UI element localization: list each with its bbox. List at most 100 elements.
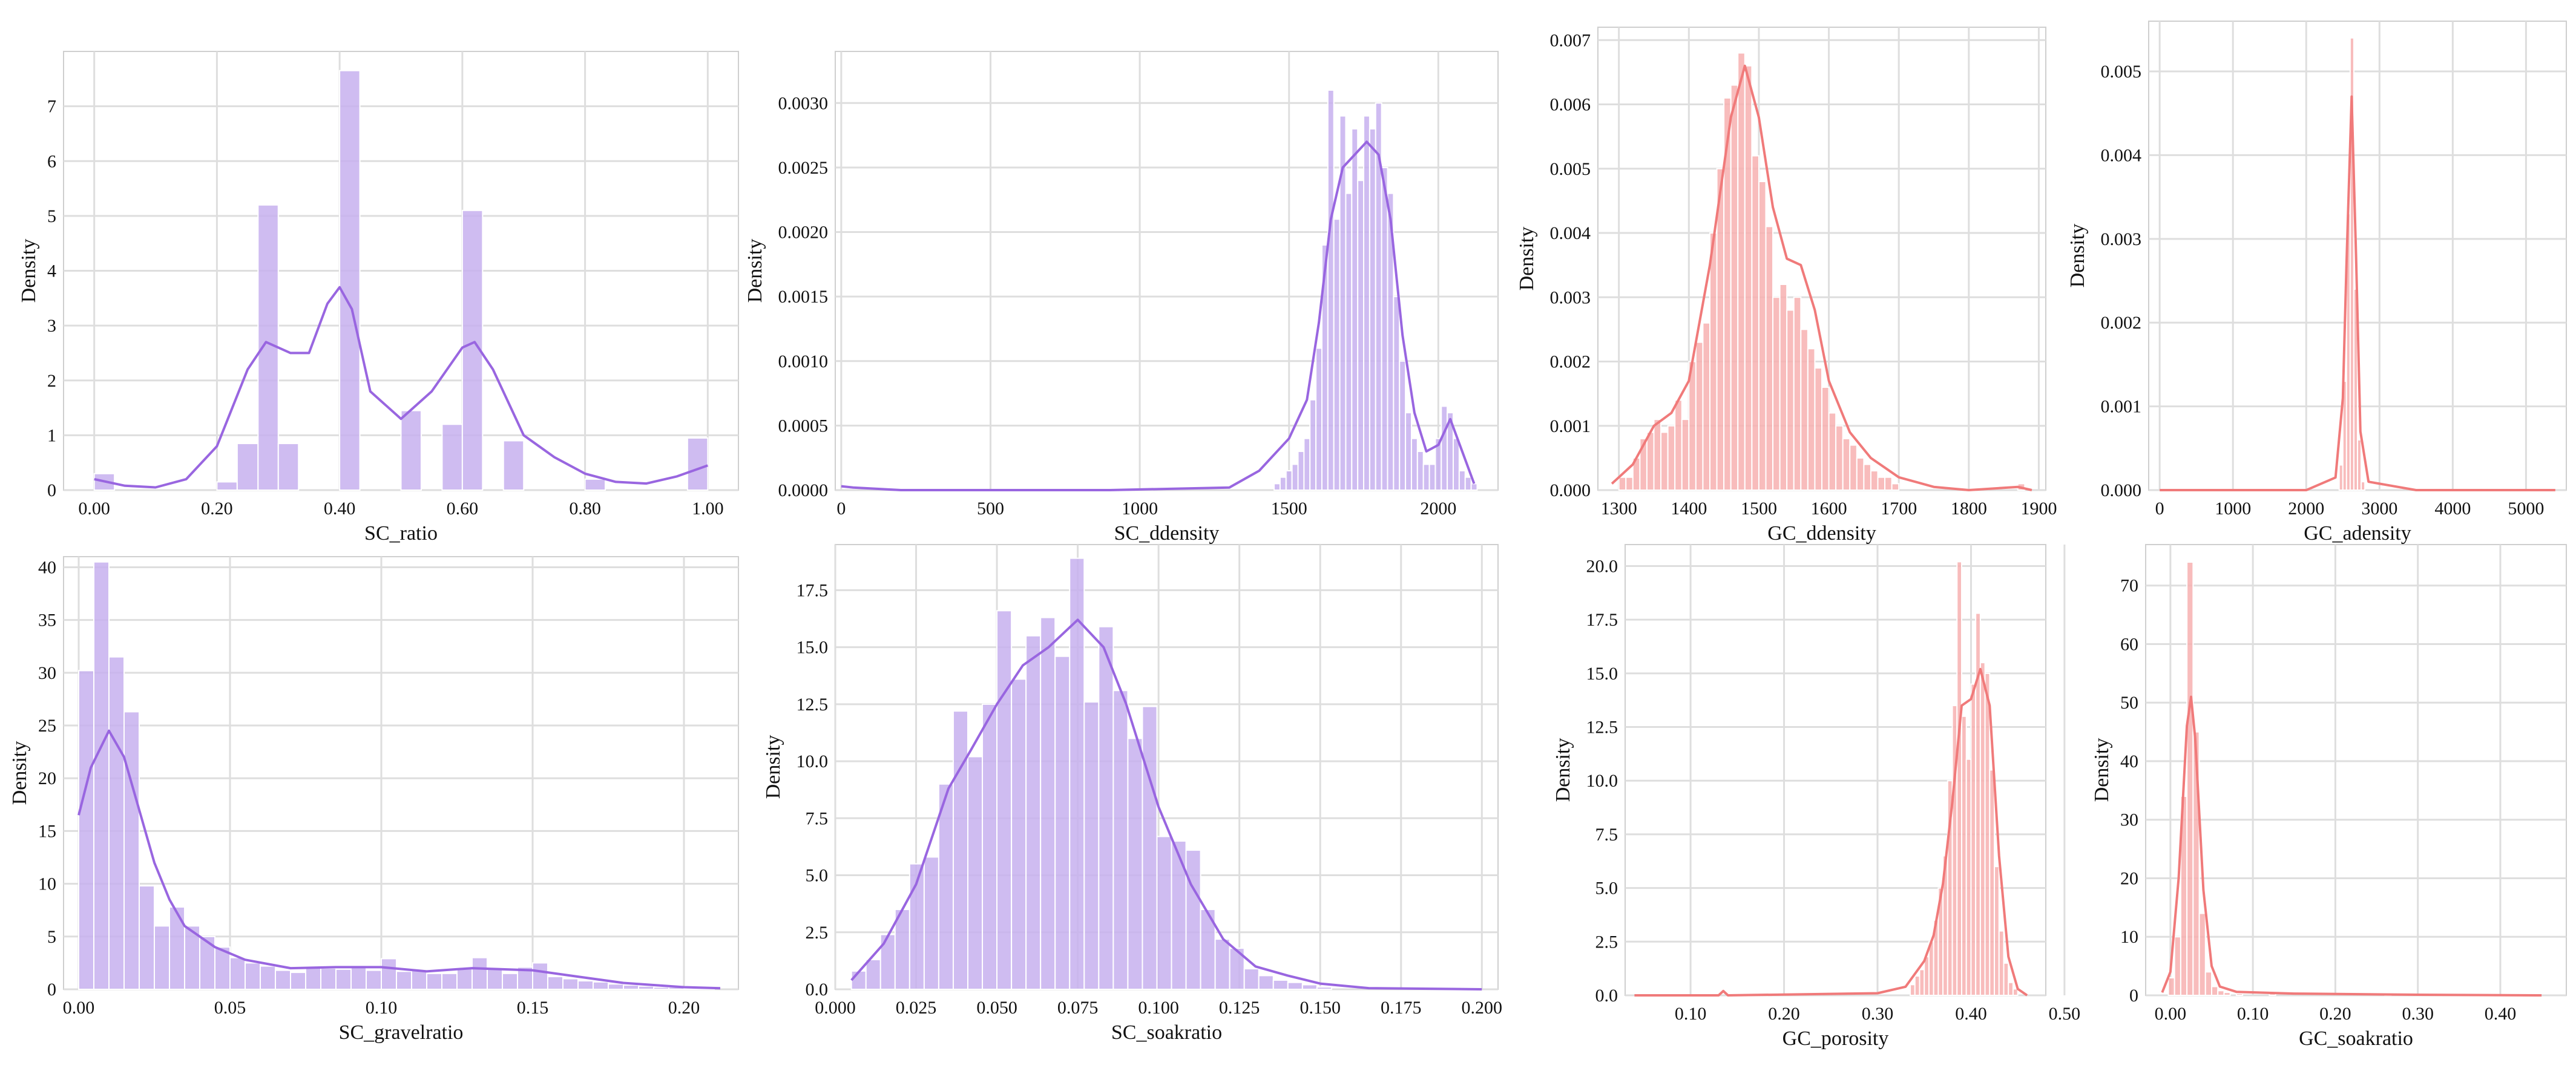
histogram-bar (1458, 470, 1466, 491)
y-axis-label: Density (2091, 738, 2113, 802)
histogram-bar (2174, 936, 2181, 996)
histogram-bar (850, 970, 867, 991)
histogram-bar (2192, 731, 2200, 996)
histogram-bar (1083, 701, 1100, 990)
kde-line (850, 618, 1482, 991)
histogram-bar (1171, 840, 1187, 990)
histogram-bar (1258, 975, 1274, 991)
x-tick-label: 0.40 (1955, 1004, 1987, 1024)
histogram-bar (502, 972, 518, 990)
histogram-bar (154, 925, 170, 990)
x-axis-label: GC_ddensity (1767, 522, 1876, 545)
x-tick-label: 0 (836, 499, 846, 519)
panel-6: 0.000 0.025 0.050 0.075 0.100 0.125 0.150 0.175… (762, 544, 1503, 1044)
histogram-bar (1919, 969, 1925, 997)
histogram-bar (1730, 84, 1739, 491)
y-tick-label: 0.005 (1550, 159, 1591, 179)
histogram-bar (339, 70, 361, 491)
histogram-bar (1842, 438, 1851, 491)
panel-7: 0.10 0.20 0.30 0.40 0.50 0.0 2.5 5.0 7.5 10.0 12.5… (1552, 544, 2080, 1050)
histogram-bar (562, 978, 579, 991)
x-tick-label: 0.30 (1862, 1004, 1894, 1024)
y-tick-label: 40 (38, 557, 56, 577)
x-tick-label: 1000 (1122, 499, 1158, 519)
plot-frame (2145, 544, 2567, 996)
x-tick-label: 500 (977, 499, 1004, 519)
histogram-bar (1737, 52, 1746, 491)
y-tick-label: 0.001 (1550, 416, 1591, 436)
histogram-bar (593, 981, 609, 991)
x-tick-label: 1400 (1671, 499, 1707, 519)
histogram-bar (350, 965, 367, 991)
x-tick-label: 0.20 (1768, 1004, 1800, 1024)
histogram-bar (1185, 850, 1201, 990)
y-tick-label: 5.0 (1595, 879, 1618, 899)
histogram-bar (1040, 617, 1056, 990)
histogram-bar (93, 561, 110, 990)
y-tick-label: 4 (47, 261, 56, 281)
x-tick-label: 0.000 (815, 998, 856, 1018)
x-tick-label: 2000 (2288, 499, 2324, 519)
histogram-bar (1877, 476, 1886, 491)
histogram-bar (1849, 444, 1858, 491)
histogram-bar (2223, 992, 2231, 997)
histogram-bar (472, 957, 488, 991)
histogram-bar (1884, 476, 1893, 491)
y-tick-label: 10.0 (1586, 771, 1618, 791)
x-tick-label: 0.050 (976, 998, 1017, 1018)
histogram-bar (1653, 419, 1662, 491)
histogram-bar (1821, 387, 1830, 491)
histogram-bar (2211, 986, 2219, 997)
histogram-bar (1303, 437, 1311, 491)
histogram-bar (938, 783, 954, 991)
y-tick-label: 6 (47, 151, 56, 171)
gridlines (1598, 27, 2046, 491)
histogram-bar (1751, 155, 1760, 491)
x-tick-label: 0.15 (517, 998, 549, 1018)
histogram-bar (2012, 988, 2019, 997)
y-tick-label: 0.006 (1550, 95, 1591, 115)
y-tick-label: 30 (38, 663, 56, 683)
histogram-bar (1301, 984, 1318, 991)
histogram-bar (275, 969, 291, 990)
y-tick-label: 0 (47, 980, 56, 1000)
histogram-bar (532, 962, 548, 991)
histogram-bar (1393, 296, 1401, 491)
y-axis-label: Density (2066, 224, 2089, 288)
x-tick-label: 0.200 (1462, 998, 1503, 1018)
y-tick-label: 0.007 (1550, 30, 1591, 50)
histogram-bar (1814, 367, 1822, 491)
x-tick-label: 1.00 (692, 499, 724, 519)
y-tick-label: 25 (38, 716, 56, 736)
x-tick-label: 0.175 (1381, 998, 1422, 1018)
y-tick-label: 0.0 (806, 980, 829, 1000)
y-tick-label: 0.000 (2101, 480, 2142, 500)
histogram-bar (1410, 437, 1418, 491)
histogram-bar (982, 703, 998, 991)
histogram-bar (1464, 476, 1472, 491)
x-tick-label: 0.025 (896, 998, 937, 1018)
kde-line (94, 286, 708, 489)
y-tick-label: 0.0025 (778, 158, 829, 178)
histogram-bar (2198, 912, 2206, 996)
x-tick-label: 4000 (2434, 499, 2471, 519)
histogram-bar (108, 656, 125, 991)
y-tick-label: 0.005 (2101, 62, 2142, 82)
histogram-bar (1368, 128, 1376, 491)
y-tick-label: 0.003 (1550, 287, 1591, 307)
histogram-bar (1112, 690, 1129, 990)
histogram-bar (1273, 483, 1281, 491)
histogram-bar (1914, 975, 1920, 996)
histogram-bar (1744, 65, 1753, 491)
histogram-bar (1297, 451, 1305, 491)
x-tick-label: 5000 (2508, 499, 2544, 519)
histogram-bar (502, 440, 525, 491)
x-tick-label: 0.20 (2319, 1004, 2351, 1024)
x-axis-label: GC_adensity (2304, 522, 2411, 545)
histogram-bar (1363, 115, 1370, 491)
histogram-bar (1291, 463, 1299, 491)
y-tick-label: 5 (47, 206, 56, 226)
histogram-bar (865, 959, 881, 990)
histogram-bar (290, 972, 306, 990)
